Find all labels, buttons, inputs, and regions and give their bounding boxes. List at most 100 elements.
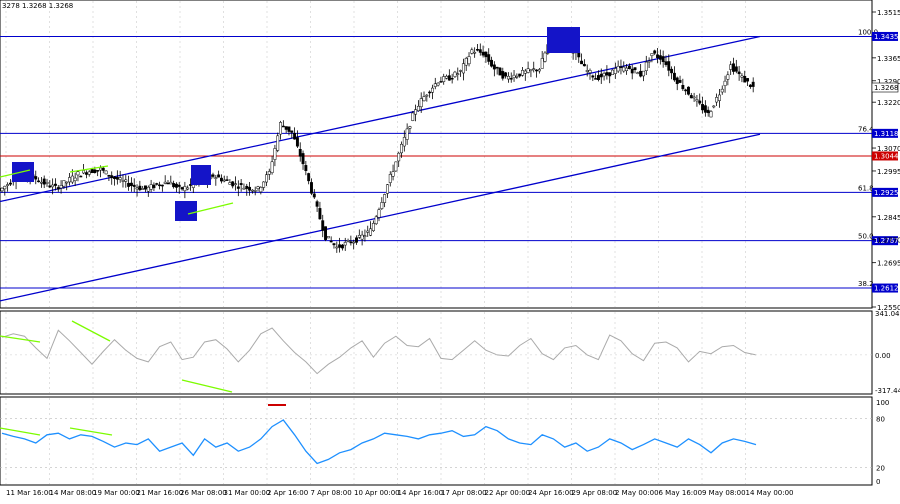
candle-body — [236, 186, 240, 189]
candle-body — [622, 66, 626, 72]
stoch-axis-label: 100 — [876, 399, 889, 407]
candle-body — [115, 176, 119, 180]
candle-body — [101, 167, 105, 171]
candle-body — [720, 88, 724, 93]
candle-body — [338, 244, 342, 248]
stoch-line — [1, 419, 757, 465]
time-tick-label: 14 May 00:00 — [746, 489, 794, 497]
candle-body — [118, 177, 122, 180]
candle-body — [416, 105, 420, 112]
candle-body — [68, 177, 71, 183]
candle-body — [613, 68, 617, 74]
price-tick-label: 1.2770 — [877, 237, 900, 245]
candle-body — [687, 86, 690, 95]
fib-pct-label: 61.8 — [858, 184, 874, 192]
candle-body — [585, 70, 589, 72]
candle-body — [290, 130, 294, 133]
candle-body — [242, 187, 246, 190]
candle-body — [42, 178, 46, 185]
candle-body — [177, 184, 181, 187]
candle-body — [369, 228, 373, 236]
candle-body — [332, 243, 336, 246]
candle-body — [644, 61, 648, 71]
candle-body — [324, 226, 327, 240]
candle-body — [611, 69, 614, 75]
candle-body — [743, 75, 747, 83]
candle-body — [253, 190, 257, 192]
candle-body — [158, 184, 162, 187]
candle-body — [436, 82, 440, 86]
red-level-box — [872, 151, 898, 161]
candle-body — [93, 169, 97, 173]
candle-body — [355, 237, 358, 243]
time-tick-label: 6 May 16:00 — [659, 489, 703, 497]
time-tick-label: 14 Apr 16:00 — [398, 489, 444, 497]
candle-body — [400, 143, 403, 154]
candle-body — [740, 75, 744, 78]
fib-value-box — [872, 31, 898, 41]
candle-body — [506, 75, 510, 80]
candle-body — [450, 77, 454, 80]
candle-body — [132, 184, 136, 187]
candle-body — [481, 51, 485, 56]
fib-pct-label: 38.2 — [858, 280, 874, 288]
time-tick-label: 22 Apr 00:00 — [485, 489, 531, 497]
price-tick-label: 1.2695 — [877, 260, 900, 268]
candle-body — [402, 137, 406, 147]
time-tick-label: 7 Apr 08:00 — [311, 489, 352, 497]
candle-body — [501, 71, 505, 79]
candle-body — [248, 186, 252, 191]
stoch-axis-label: 0 — [876, 478, 880, 486]
price-tick-label: 1.3070 — [877, 145, 900, 153]
candle-body — [459, 70, 463, 72]
candle-body — [104, 170, 108, 175]
divergence-line — [187, 202, 234, 215]
candle-body — [62, 180, 66, 187]
candle-body — [498, 67, 502, 76]
candle-body — [186, 187, 190, 190]
candle-body — [577, 52, 581, 58]
candle-body — [518, 73, 522, 77]
fib-pct-label: 76.4 — [858, 125, 874, 133]
fib-levels: 100.01.3435 76.41.3118 61.81.2925 50.01.276… — [0, 28, 899, 293]
candle-body — [335, 246, 339, 249]
candle-body — [385, 184, 389, 194]
cci-panel — [0, 310, 873, 395]
fib-value-label: 1.3118 — [874, 130, 899, 138]
candle-body — [591, 75, 595, 78]
candle-body — [540, 58, 544, 69]
candle-body — [287, 126, 291, 132]
candle-body — [726, 74, 730, 80]
candle-body — [425, 94, 429, 97]
candle-body — [625, 67, 629, 71]
candle-body — [619, 66, 623, 68]
candle-body — [388, 174, 392, 183]
candle-body — [315, 201, 319, 207]
candle-body — [543, 52, 547, 62]
candle-body — [121, 180, 125, 182]
candle-body — [529, 69, 533, 72]
candle-body — [310, 182, 313, 194]
candle-body — [321, 220, 325, 231]
candle-body — [616, 65, 620, 72]
red-level-label: 1.3044 — [874, 152, 899, 160]
candle-body — [225, 179, 229, 181]
candle-body — [445, 75, 448, 79]
fib-value-box — [872, 283, 898, 293]
candle-body — [675, 77, 679, 85]
time-tick-label: 10 Apr 00:00 — [354, 489, 400, 497]
candle-body — [478, 49, 482, 53]
candle-body — [265, 174, 268, 183]
candle-body — [183, 186, 187, 192]
candle-body — [689, 95, 693, 99]
candle-body — [329, 240, 333, 243]
candle-body — [630, 68, 634, 74]
cci-divergence — [181, 379, 233, 393]
candle-body — [751, 81, 755, 87]
candle-body — [371, 223, 375, 232]
candle-body — [596, 75, 600, 80]
candle-body — [307, 173, 311, 182]
candle-body — [39, 181, 43, 184]
